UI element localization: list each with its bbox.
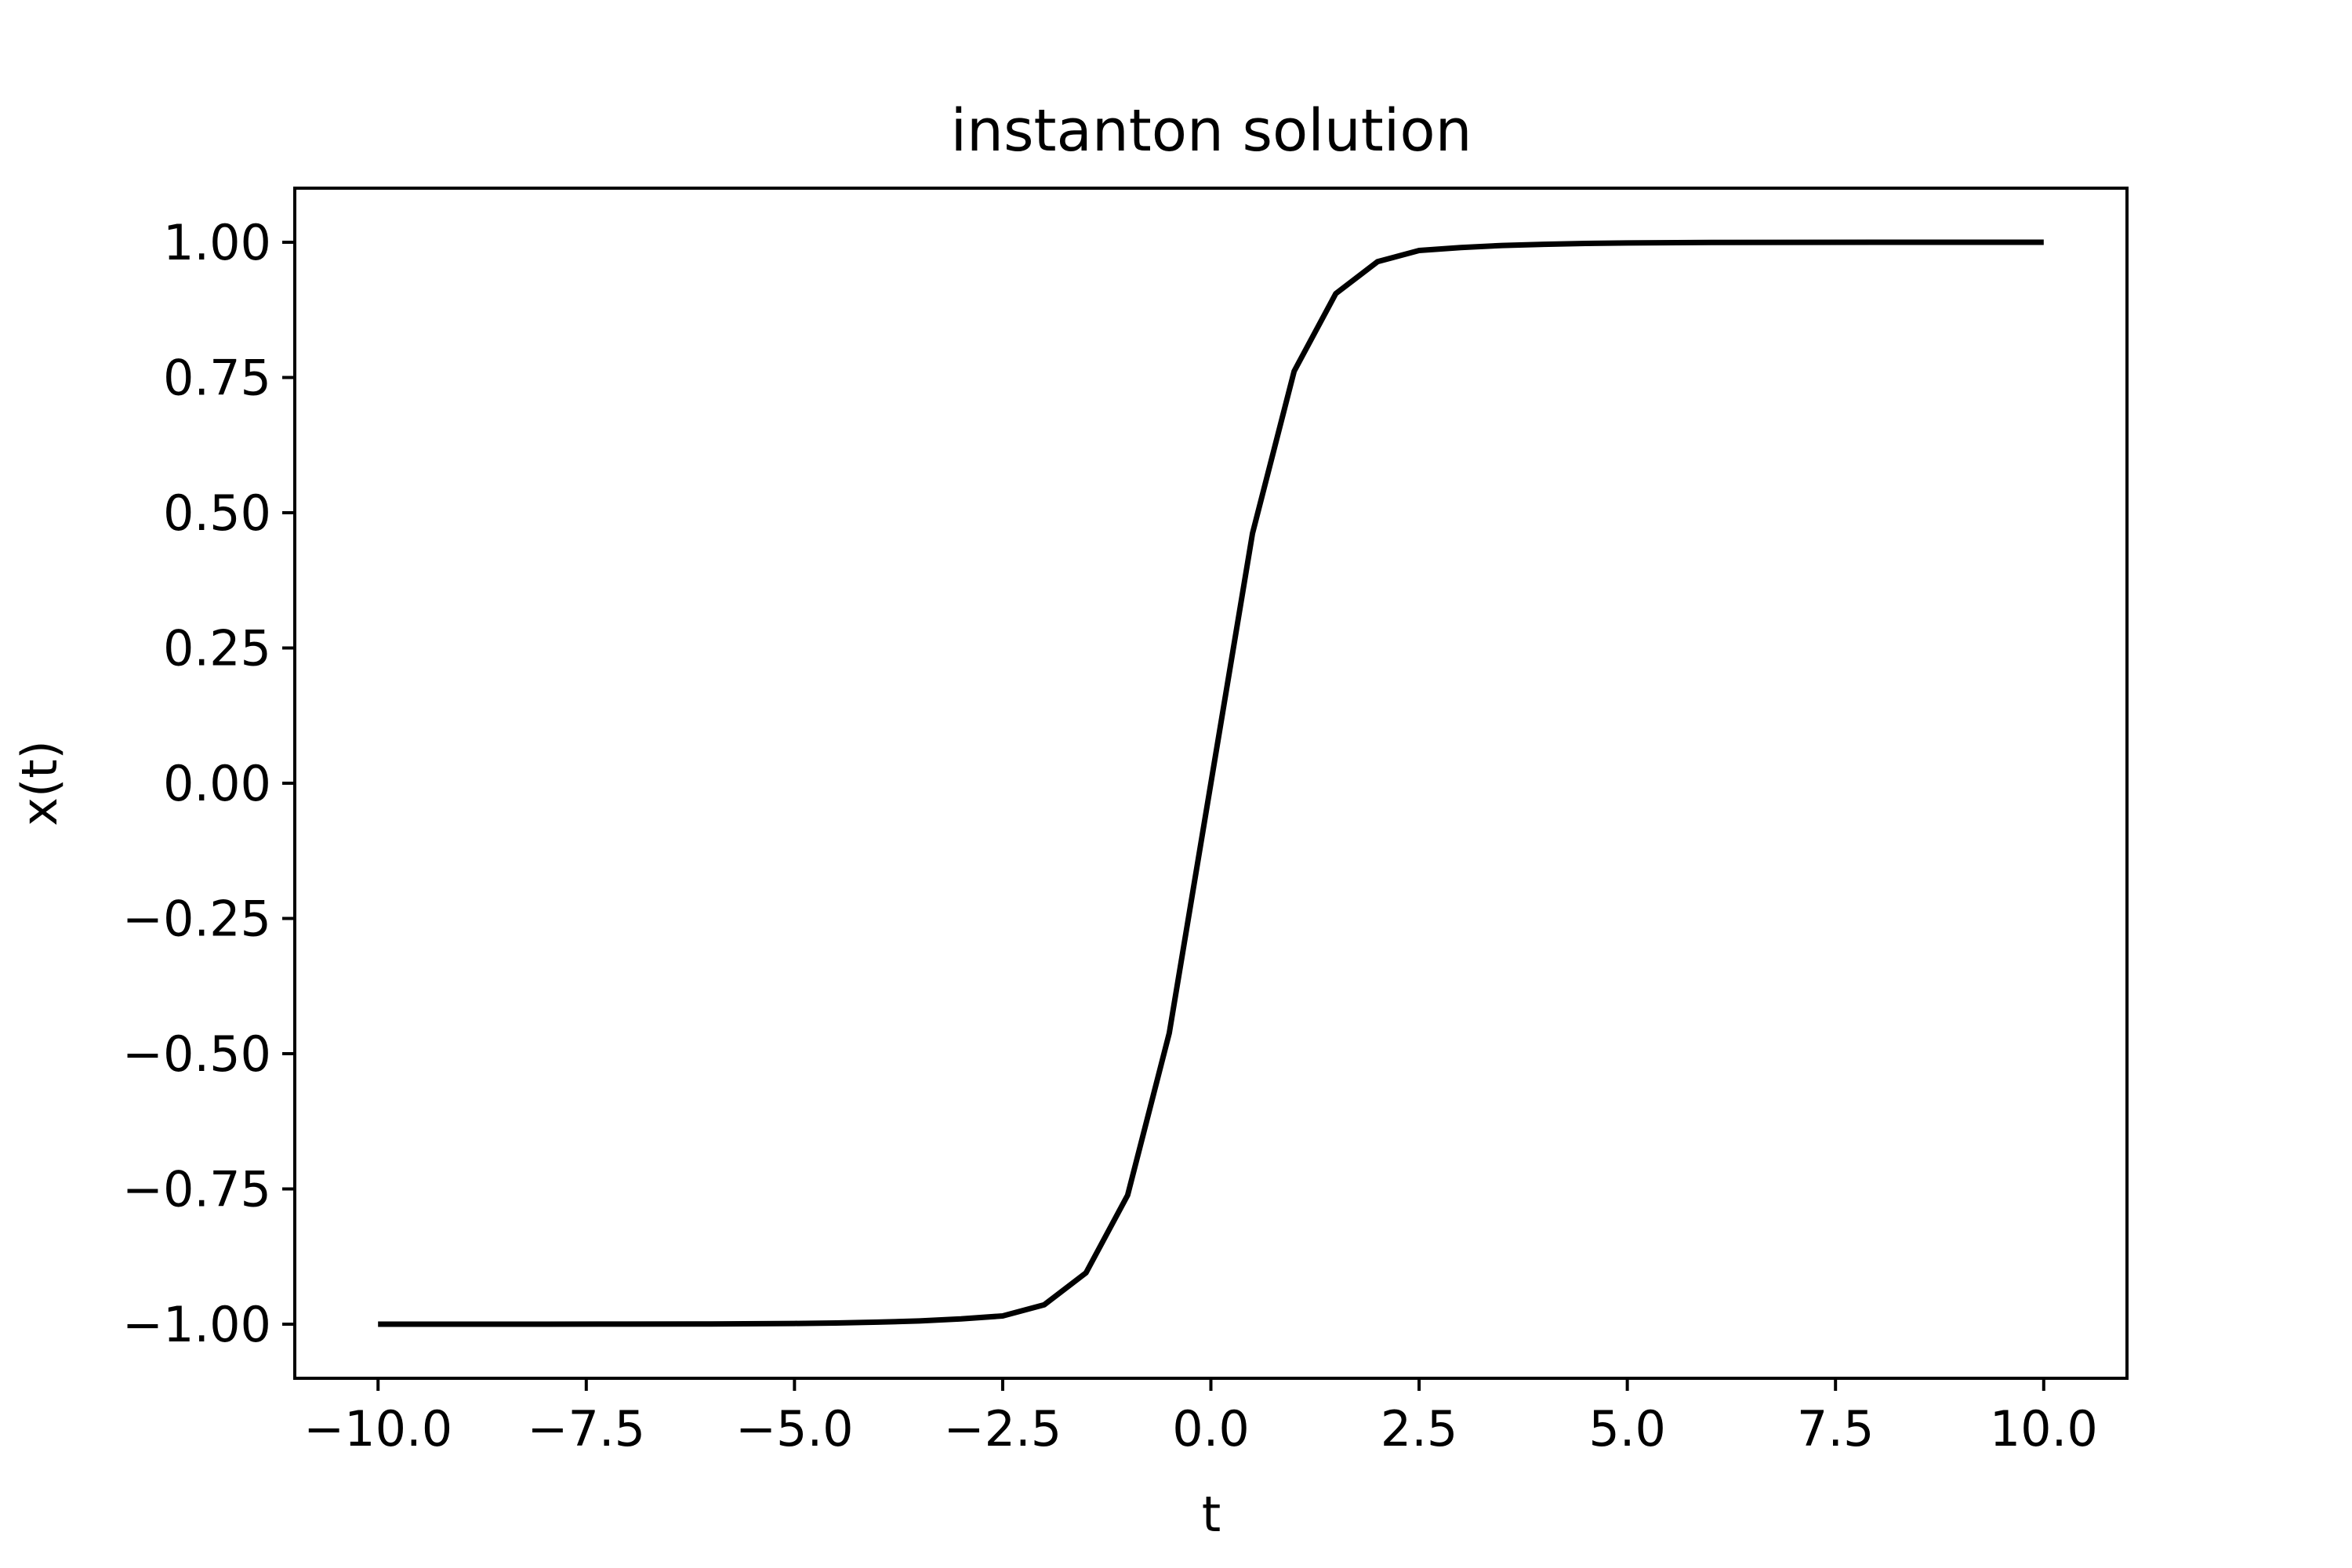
y-axis-label: x(t) [11, 740, 68, 826]
plot-layer [378, 239, 2044, 1327]
x-tick-label: −10.0 [303, 1400, 452, 1457]
y-axis-ticks: 1.00 0.75 0.50 0.25 0.00 −0.25 −0.50 −0.75 −1.00 [122, 214, 295, 1353]
x-tick-label: 5.0 [1588, 1400, 1666, 1457]
x-tick-label: 7.5 [1797, 1400, 1875, 1457]
y-tick-label: 0.50 [163, 485, 271, 542]
x-tick-label: 0.0 [1172, 1400, 1250, 1457]
plot-frame [293, 187, 2129, 1380]
y-tick-label: 0.75 [163, 350, 271, 407]
y-tick-label: −0.50 [122, 1025, 271, 1083]
chart-title: instanton solution [950, 97, 1472, 165]
x-tick-label: −7.5 [528, 1400, 646, 1457]
x-tick-label: −2.5 [944, 1400, 1062, 1457]
x-tick-label: 2.5 [1381, 1400, 1458, 1457]
y-tick-label: −0.75 [122, 1161, 271, 1218]
y-tick-label: 1.00 [163, 214, 271, 271]
y-tick-label: −0.25 [122, 891, 271, 948]
y-tick-label: 0.00 [163, 755, 271, 812]
x-axis-ticks: −10.0 −7.5 −5.0 −2.5 0.0 2.5 5.0 7.5 10.0 [303, 1378, 2098, 1457]
x-tick-label: 10.0 [1990, 1400, 2098, 1457]
y-tick-label: −1.00 [122, 1296, 271, 1353]
y-tick-label: 0.25 [163, 620, 271, 677]
series-line-0 [378, 239, 2044, 1327]
x-tick-label: −5.0 [735, 1400, 854, 1457]
x-axis-label: t [1202, 1486, 1221, 1543]
